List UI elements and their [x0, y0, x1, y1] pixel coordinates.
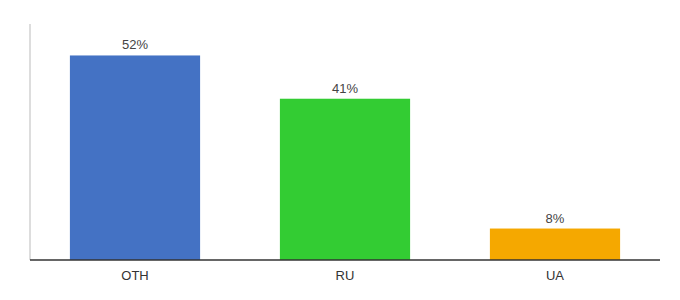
- data-label: 52%: [122, 37, 148, 52]
- bars: [70, 55, 620, 260]
- x-tick-label: OTH: [121, 268, 148, 283]
- x-axis-line: [30, 259, 660, 261]
- bar: [490, 229, 620, 260]
- chart: 52% 41% 8% OTH RU UA: [0, 0, 680, 300]
- data-label: 41%: [332, 81, 358, 96]
- chart-container: 52% 41% 8% OTH RU UA: [0, 0, 680, 300]
- bar: [280, 99, 410, 260]
- x-tick-label: UA: [546, 268, 564, 283]
- bar: [70, 55, 200, 260]
- y-axis-line: [30, 24, 31, 260]
- data-label: 8%: [546, 211, 565, 226]
- x-tick-label: RU: [336, 268, 355, 283]
